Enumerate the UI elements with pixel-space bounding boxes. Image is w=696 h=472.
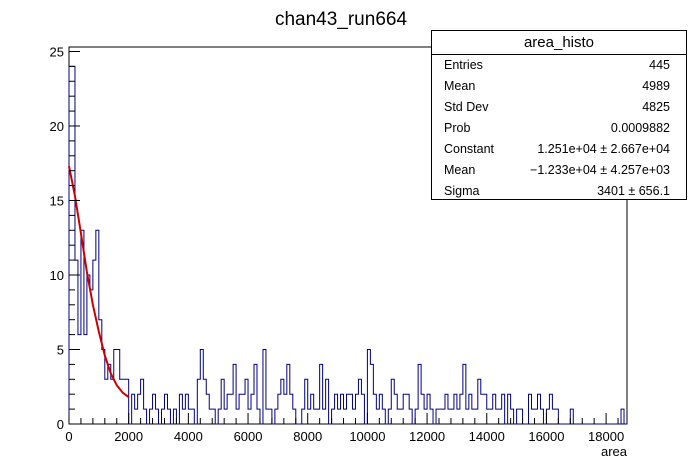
histogram-bin	[120, 379, 123, 424]
fit-curve	[68, 166, 130, 398]
y-tick-label: 0	[57, 417, 64, 432]
histogram-bin	[84, 335, 87, 424]
x-tick-label: 10000	[349, 429, 385, 444]
histogram-bin	[242, 394, 245, 424]
histogram-bin	[338, 409, 341, 424]
stats-box: area_histo Entries 445 Mean 4989 Std Dev…	[431, 30, 687, 200]
x-tick-label: 2000	[114, 429, 143, 444]
stats-value: 1.251e+04 ± 2.667e+04	[537, 142, 670, 156]
stats-value: 4989	[642, 79, 670, 93]
stats-key: Entries	[444, 58, 483, 72]
stats-value: 445	[649, 58, 670, 72]
chart-title: chan43_run664	[275, 9, 407, 30]
histogram-bin	[266, 409, 269, 424]
x-tick-label: 14000	[469, 429, 505, 444]
stats-key: Constant	[444, 142, 495, 156]
stats-title: area_histo	[432, 31, 686, 55]
histogram-outline	[68, 65, 627, 425]
stats-key: Prob	[444, 121, 471, 135]
x-tick-label: 12000	[409, 429, 445, 444]
y-tick-label: 20	[50, 119, 64, 134]
stats-key: Mean	[444, 79, 476, 93]
stats-value: −1.233e+04 ± 4.257e+03	[530, 163, 670, 177]
histogram-bin	[397, 409, 400, 424]
histogram-bin	[442, 409, 445, 424]
stats-row-sigma: Sigma 3401 ± 656.1	[432, 181, 686, 202]
histogram-bin	[552, 409, 555, 424]
x-tick-label: 4000	[174, 429, 203, 444]
stats-row-constant: Constant 1.251e+04 ± 2.667e+04	[432, 139, 686, 160]
histogram-bin	[78, 335, 81, 424]
stats-row-mean: Mean 4989	[432, 76, 686, 97]
histogram-bin	[105, 379, 108, 424]
stats-key: Std Dev	[444, 100, 489, 114]
x-axis-label: area	[601, 444, 628, 459]
x-tick-label: 8000	[293, 429, 322, 444]
stats-row-entries: Entries 445	[432, 55, 686, 76]
histogram-bin	[135, 409, 138, 424]
x-axis: 0 2000 4000 6000 8000 10000 12000 14000 16000 180…	[65, 413, 624, 444]
stats-value: 3401 ± 656.1	[597, 184, 670, 198]
stats-row-prob: Prob 0.0009882	[432, 118, 686, 139]
histogram-bin	[182, 409, 185, 424]
y-tick-label: 10	[50, 268, 64, 283]
stats-row-std-dev: Std Dev 4825	[432, 97, 686, 118]
stats-key: Mean	[444, 163, 476, 177]
histogram-bin	[90, 290, 93, 424]
stats-key: Sigma	[444, 184, 480, 198]
histogram-bin	[490, 409, 493, 424]
histogram-bin	[230, 394, 233, 424]
x-tick-label: 0	[65, 429, 72, 444]
histogram-bin	[466, 409, 469, 424]
y-tick-label: 15	[50, 193, 64, 208]
y-tick-label: 5	[57, 342, 64, 357]
x-tick-label: 16000	[528, 429, 564, 444]
histogram-bin	[123, 379, 126, 424]
stats-row-fit-mean: Mean −1.233e+04 ± 4.257e+03	[432, 160, 686, 181]
y-axis: 0 5 10 15 20 25	[50, 44, 80, 432]
histogram-bin	[323, 409, 326, 424]
x-tick-label: 6000	[234, 429, 263, 444]
histogram-bin	[314, 409, 317, 424]
stats-value: 0.0009882	[610, 121, 670, 135]
histogram-bin	[111, 379, 114, 424]
y-tick-label: 25	[50, 44, 64, 59]
histogram-bin	[457, 409, 460, 424]
histogram-bin	[481, 394, 484, 424]
x-tick-label: 18000	[588, 429, 624, 444]
stats-value: 4825	[642, 100, 670, 114]
